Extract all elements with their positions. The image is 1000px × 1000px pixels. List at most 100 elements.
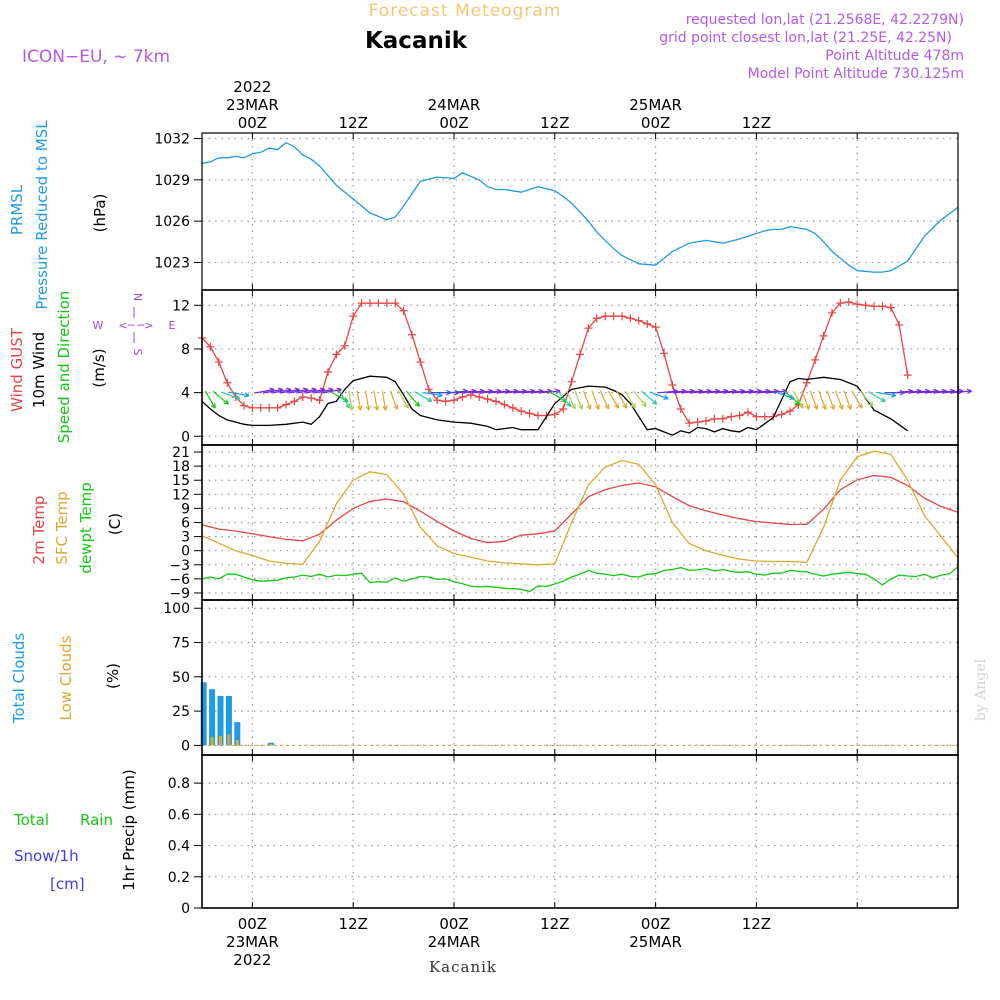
y-tick-label: 3 [181, 530, 190, 546]
gust-marker [660, 349, 668, 358]
gust-marker [702, 416, 710, 425]
cloud-bar-total [225, 696, 232, 746]
y-tick-label: 0 [181, 738, 190, 754]
wind-arrow [809, 390, 819, 410]
gust-marker [240, 401, 248, 410]
gust-marker [567, 377, 576, 386]
wind-arrow [422, 391, 443, 398]
time-axis-label: 12Z [540, 114, 569, 132]
gust-marker [819, 331, 828, 340]
gust-marker [584, 324, 593, 333]
y-tick-label: 100 [163, 601, 190, 617]
gust-marker [576, 350, 584, 359]
compass-south: S [131, 349, 144, 356]
wind-arrow [632, 390, 647, 407]
clouds-label-total: Total Clouds [10, 633, 28, 725]
wind-arrow [843, 390, 852, 410]
gust-marker [391, 299, 400, 308]
gust-marker [366, 299, 374, 308]
wind-arrow [212, 390, 229, 405]
gust-marker [676, 404, 685, 413]
time-axis-label: 24MAR [428, 933, 481, 951]
wind-arrow [826, 390, 836, 410]
gust-marker [601, 312, 610, 321]
credit-text: by Angel [973, 658, 989, 721]
precip-panel: 0 0.2 0.4 0.6 0.8 [168, 754, 959, 917]
gust-marker [903, 371, 912, 380]
gust-marker [307, 394, 316, 403]
gust-marker [559, 404, 568, 413]
precip-labels: Total Rain Snow/1h [cm] 1hr Precip (mm) [13, 769, 138, 893]
wind-labels: Wind GUST 10m Wind Speed and Direction (… [8, 291, 176, 444]
gust-marker [223, 378, 232, 387]
gust-marker [828, 308, 836, 317]
wind-arrow [876, 391, 897, 398]
requested-coords: requested lon,lat (21.2568E, 42.2279N) [686, 12, 964, 28]
gust-marker [844, 298, 853, 307]
gust-marker [618, 312, 626, 321]
series-line-dewpt-temp [201, 566, 959, 593]
wind-arrow [414, 391, 433, 403]
model-altitude: Model Point Altitude 730.125m [748, 66, 964, 82]
gust-marker [424, 385, 433, 394]
compass-east: E [169, 319, 176, 332]
wind-arrow [389, 390, 399, 410]
clouds-panel: 0 25 50 75 100 [163, 599, 959, 756]
gust-marker [433, 396, 442, 405]
gust-marker [374, 299, 383, 308]
time-axis-label: 00Z [439, 114, 468, 132]
wind-arrow [801, 390, 810, 410]
gust-marker [760, 412, 769, 421]
gust-marker [626, 314, 635, 323]
wind-arrow [566, 390, 576, 410]
cloud-bar-total [234, 722, 241, 746]
y-tick-label: −9 [169, 586, 190, 602]
gust-marker [265, 403, 274, 412]
wind-arrow [834, 390, 844, 410]
series-line-2m-temp [201, 474, 959, 544]
gust-marker [458, 392, 467, 401]
gust-marker [408, 330, 416, 339]
time-axis-label: 00Z [641, 114, 670, 132]
wind-arrow [582, 390, 592, 410]
gust-marker [668, 380, 677, 389]
cloud-bar-low [219, 735, 222, 746]
time-axis-label: 00Z [439, 915, 468, 933]
wind-arrow [220, 391, 241, 400]
wind-arrow [616, 390, 628, 409]
cloud-bar-total [209, 689, 216, 746]
gust-marker [256, 403, 265, 412]
gust-marker [282, 400, 290, 409]
gust-marker [886, 303, 895, 312]
clouds-units: (%) [104, 663, 122, 689]
wind-arrow [364, 390, 371, 411]
y-tick-label: 0 [181, 901, 190, 917]
wind-units: (m/s) [90, 348, 108, 387]
time-axis-label: 12Z [339, 114, 368, 132]
footer-location: Kacanik [429, 958, 497, 976]
time-axis-label: 12Z [742, 114, 771, 132]
wind-arrow [649, 391, 669, 400]
wind-arrow [851, 390, 863, 409]
y-tick-label: 12 [172, 298, 190, 314]
point-altitude: Point Altitude 478m [825, 48, 964, 64]
cloud-bar-low [269, 744, 273, 746]
gust-marker [895, 320, 904, 329]
gust-marker [786, 407, 794, 416]
gust-marker [752, 412, 761, 421]
wind-arrow [321, 387, 342, 394]
wind-arrow [818, 390, 827, 410]
gust-marker [727, 412, 736, 421]
time-axis-label: 23MAR [226, 96, 279, 114]
gust-marker [878, 302, 887, 311]
y-tick-label: 18 [172, 459, 190, 475]
gust-marker [508, 403, 517, 412]
cloud-bar-low [210, 737, 214, 746]
time-axis-label: 12Z [742, 915, 771, 933]
cloud-bar-total [200, 682, 207, 746]
y-tick-label: 15 [172, 473, 190, 489]
time-axis-label: 2022 [233, 951, 271, 969]
